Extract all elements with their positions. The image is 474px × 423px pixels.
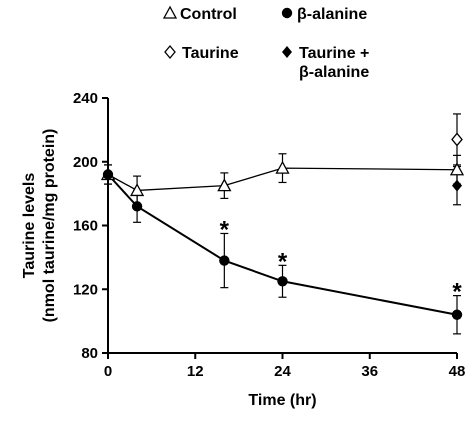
point-1-5 bbox=[449, 162, 465, 176]
legend-label-1-1: Control bbox=[180, 6, 237, 23]
significance-star-3: * bbox=[452, 279, 462, 306]
y-tick-label-120: 120 bbox=[73, 281, 98, 298]
point-2-1 bbox=[102, 169, 114, 180]
legend-marker-3 bbox=[164, 44, 176, 60]
point-2-3-shape bbox=[219, 255, 230, 266]
y-axis-title: Taurine levels (nmol taurine/mg protein) bbox=[21, 129, 58, 323]
point-2-4-shape bbox=[277, 276, 288, 287]
x-tick-label-48: 48 bbox=[449, 363, 466, 380]
point-2-5-shape bbox=[451, 309, 463, 320]
x-tick-label-36: 36 bbox=[361, 363, 378, 380]
point-2-1-shape bbox=[102, 169, 114, 180]
legend-item-1: Control bbox=[162, 5, 237, 23]
point-1-5-shape bbox=[449, 162, 465, 176]
legend-marker-2-shape bbox=[281, 7, 293, 19]
point-1-2-shape bbox=[129, 183, 145, 197]
y-tick-label-80: 80 bbox=[81, 345, 98, 362]
legend-marker-4 bbox=[282, 46, 292, 58]
point-4-1-shape bbox=[452, 179, 462, 192]
legend-item-2: β-alanine bbox=[281, 6, 367, 23]
x-axis-title: Time (hr) bbox=[248, 392, 316, 409]
point-1-2 bbox=[129, 183, 145, 197]
point-2-5 bbox=[451, 309, 463, 320]
x-tick-label-24: 24 bbox=[274, 363, 291, 380]
legend-item-3: Taurine bbox=[164, 44, 239, 62]
point-1-4 bbox=[275, 160, 290, 174]
point-2-3 bbox=[219, 255, 230, 266]
legend-marker-1-shape bbox=[162, 5, 178, 19]
x-tick-label-12: 12 bbox=[187, 363, 204, 380]
point-2-4 bbox=[277, 276, 288, 287]
legend-item-4: Taurine + β-alanine bbox=[282, 45, 369, 81]
point-2-2-shape bbox=[131, 201, 143, 212]
legend-marker-2 bbox=[281, 7, 293, 19]
legend-marker-4-shape bbox=[282, 46, 292, 58]
legend-marker-3-shape bbox=[164, 44, 176, 60]
point-1-4-shape bbox=[275, 160, 290, 174]
y-axis-title-line-2: (nmol taurine/mg protein) bbox=[41, 129, 58, 323]
significance-star-1: * bbox=[220, 216, 230, 243]
point-2-2 bbox=[131, 201, 143, 212]
legend-label-3-1: Taurine bbox=[182, 45, 239, 62]
legend-label-4-2: β-alanine bbox=[299, 64, 369, 81]
legend-label-4-1: Taurine + bbox=[299, 45, 369, 62]
significance-star-2: * bbox=[278, 248, 288, 275]
y-tick-label-160: 160 bbox=[73, 218, 98, 235]
point-1-3-shape bbox=[217, 178, 232, 192]
point-3-1-shape bbox=[451, 132, 463, 147]
y-axis-title-line-1: Taurine levels bbox=[21, 173, 38, 279]
y-tick-label-200: 200 bbox=[73, 154, 98, 171]
legend-label-2-1: β-alanine bbox=[297, 6, 367, 23]
point-3-1 bbox=[451, 132, 463, 147]
y-tick-label-240: 240 bbox=[73, 90, 98, 107]
x-tick-label-0: 0 bbox=[104, 363, 112, 380]
legend-marker-1 bbox=[162, 5, 178, 19]
point-4-1 bbox=[452, 179, 462, 192]
point-1-3 bbox=[217, 178, 232, 192]
